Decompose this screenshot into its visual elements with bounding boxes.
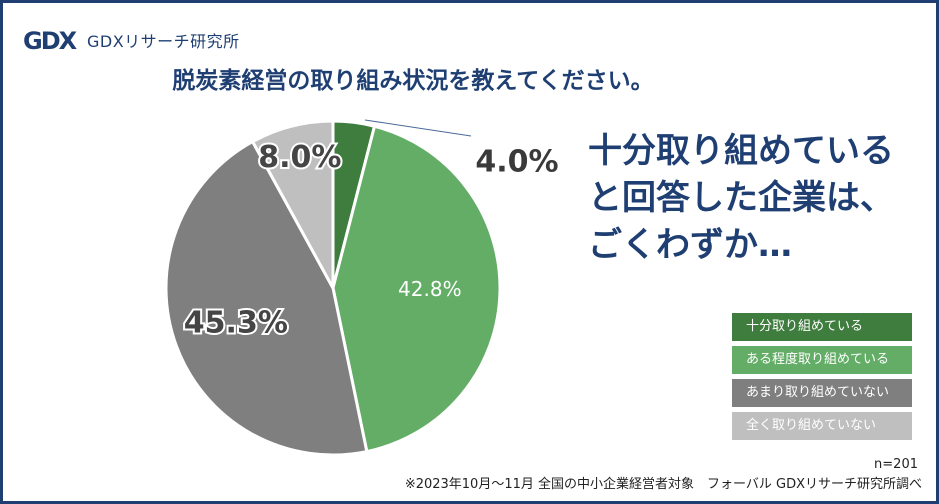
slice-not-at-all — [250, 119, 335, 289]
sample-size: n=201 — [874, 457, 918, 472]
brand-name: GDXリサーチ研究所 — [87, 32, 240, 51]
chart-title: 脱炭素経営の取り組み状況を教えてください。 — [172, 68, 654, 94]
gdx-logo-icon: GDX — [23, 27, 80, 53]
headline-line-3: ごくわずか… — [588, 225, 792, 265]
label-not-at-all: 8.0% — [258, 140, 341, 175]
headline-line-1: 十分取り組めている — [588, 131, 894, 171]
legend-item-fully: 十分取り組めている — [732, 313, 912, 341]
slice-somewhat — [331, 124, 502, 454]
label-fully: 4.0% — [475, 145, 558, 180]
chart-legend: 十分取り組めている ある程度取り組めている あまり取り組めていない 全く取り組め… — [732, 313, 912, 445]
label-somewhat: 42.8% — [398, 277, 462, 301]
brand-logo: GDX GDXリサーチ研究所 — [23, 27, 240, 53]
headline-line-2: と回答した企業は、 — [588, 178, 894, 218]
svg-text:GDX: GDX — [23, 27, 78, 53]
callout-leader-line — [364, 119, 472, 137]
legend-item-not-at-all: 全く取り組めていない — [732, 412, 912, 440]
legend-item-not-much: あまり取り組めていない — [732, 379, 912, 407]
pie-chart: 4.0% 42.8% 45.3% 8.0% — [164, 119, 561, 457]
headline: 十分取り組めている と回答した企業は、 ごくわずか… — [588, 128, 894, 269]
slice-not-much — [164, 139, 369, 457]
source-note: ※2023年10月～11月 全国の中小企業経営者対象 フォーバル GDXリサーチ… — [404, 477, 922, 492]
legend-item-somewhat: ある程度取り組めている — [732, 346, 912, 374]
label-not-much: 45.3% — [184, 305, 288, 340]
